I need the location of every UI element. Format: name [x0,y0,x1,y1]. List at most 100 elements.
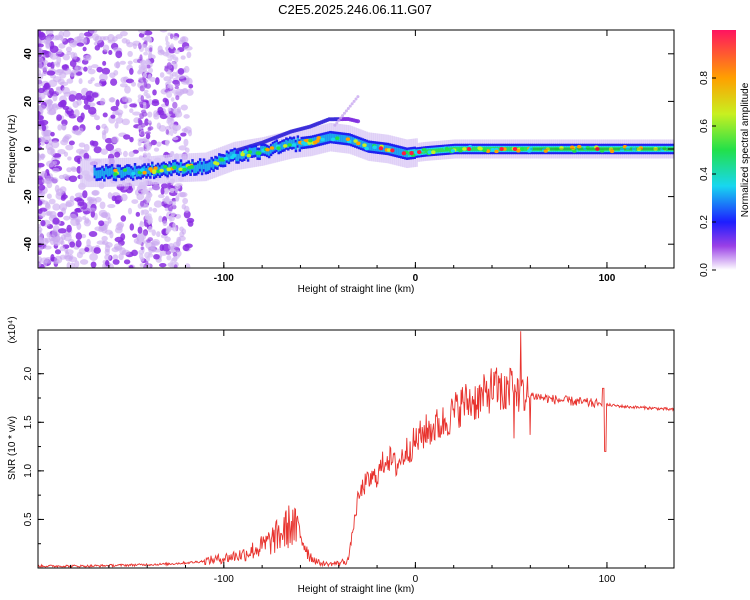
noise-speckle [151,100,160,107]
noise-speckle [117,112,123,118]
colorbar-tick-label: 0.6 [699,119,710,133]
noise-speckle [115,50,123,59]
noise-speckle [179,88,189,95]
noise-speckle [152,184,161,191]
ridge-hotspot [431,150,436,154]
ridge-core [206,163,210,172]
snr-x-tick-label: -100 [214,574,234,585]
noise-speckle [60,240,65,246]
noise-speckle [171,197,177,202]
ridge-hotspot [269,146,275,150]
ridge-core [147,165,150,174]
noise-speckle [91,64,99,69]
noise-speckle [148,67,154,74]
noise-speckle [149,47,153,52]
ridge-core [103,170,106,179]
ridge-core [237,153,240,162]
noise-speckle [38,79,43,87]
noise-speckle [47,98,53,107]
noise-speckle [54,184,60,193]
noise-speckle [118,253,124,261]
ridge-core [212,161,215,170]
ridge-hotspot [619,147,625,152]
ridge-core [296,137,300,146]
ridge-hotspot [320,137,325,142]
noise-speckle [178,145,187,151]
noise-speckle [76,42,85,47]
spectrogram-y-label: Frequency (Hz) [7,115,18,184]
ridge-core [455,147,459,151]
noise-speckle [115,99,120,107]
noise-speckle [57,148,66,155]
noise-speckle [68,94,76,102]
noise-speckle [144,46,149,52]
ridge-core [329,133,332,141]
noise-speckle [70,262,76,268]
noise-speckle [67,156,72,161]
ridge-halo [87,158,91,188]
snr-x-label: Height of straight line (km) [298,584,415,595]
ridge-core [440,148,443,153]
noise-speckle [43,245,52,250]
noise-speckle [40,219,46,227]
noise-speckle [181,80,190,85]
ridge-branch [355,119,361,124]
ridge-branch [354,97,358,101]
snr-frame [37,329,675,569]
ridge-hotspot [372,145,377,150]
ridge-halo [91,158,95,188]
ridge-hotspot [265,147,270,152]
ridge-hotspot [113,172,118,176]
noise-speckle [113,243,123,250]
noise-speckle [56,114,62,121]
noise-speckle [94,115,100,121]
noise-speckle [119,60,126,65]
noise-speckle [169,129,174,137]
noise-speckle [88,30,98,34]
noise-speckle [143,51,149,56]
noise-speckle [46,70,56,76]
noise-speckle [40,237,49,246]
noise-speckle [119,83,128,88]
ridge-hotspot [257,151,262,156]
spectrogram-x-tick-label: -100 [214,273,234,284]
noise-speckle [107,39,116,44]
noise-speckle [107,192,113,199]
noise-speckle [147,73,152,81]
colorbar-tick-label: 0.2 [699,215,710,229]
noise-speckle [68,256,78,263]
ridge-core [229,151,233,160]
noise-speckle [120,233,126,241]
noise-speckle [140,147,144,152]
ridge-hotspot [364,146,369,151]
noise-speckle [104,254,112,261]
noise-speckle [139,220,143,226]
snr-y-label: SNR (10 * v/v) [7,416,18,480]
ridge-hotspot [417,150,422,155]
noise-speckle [168,215,173,222]
noise-speckle [147,253,154,258]
noise-speckle [187,220,194,227]
ridge-core [331,133,334,142]
ridge-core [189,165,192,174]
ridge-hotspot [335,136,340,141]
noise-speckle [152,207,158,213]
noise-speckle [173,255,178,262]
noise-speckle [140,122,146,128]
noise-speckle [182,244,190,252]
ridge-core [129,168,133,177]
noise-speckle [66,51,72,56]
noise-speckle [147,120,152,124]
ridge-core [252,147,256,156]
ridge-hotspot [353,139,358,143]
noise-speckle [172,110,177,114]
noise-speckle [140,209,145,216]
ridge-core [365,142,369,150]
noise-speckle [175,95,180,101]
noise-speckle [51,140,60,149]
ridge-core [396,147,399,156]
ridge-core [486,147,489,151]
ridge-hotspot [599,149,605,153]
noise-speckle [80,112,85,121]
noise-speckle [110,114,116,119]
